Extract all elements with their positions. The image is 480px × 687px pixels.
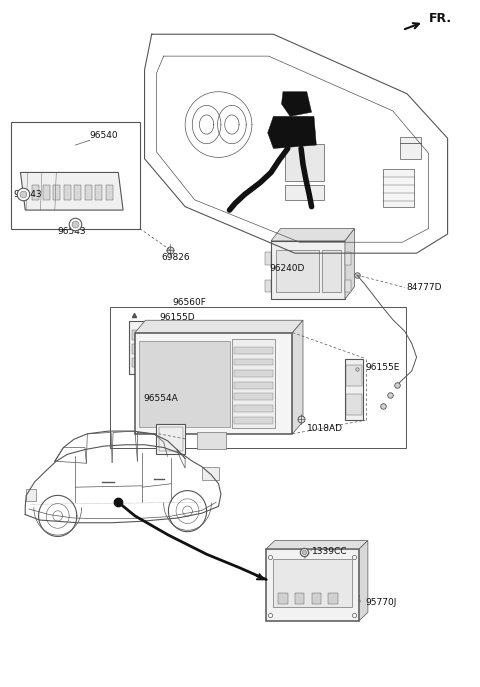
Text: FR.: FR.: [429, 12, 452, 25]
Bar: [232, 339, 276, 428]
Bar: [64, 185, 71, 200]
Bar: [135, 333, 292, 433]
Text: 96155E: 96155E: [365, 363, 399, 372]
Bar: [43, 185, 49, 200]
Text: 96540: 96540: [90, 131, 118, 139]
Polygon shape: [292, 320, 303, 433]
Bar: [278, 594, 288, 603]
Polygon shape: [268, 116, 316, 148]
Bar: [265, 253, 271, 264]
Bar: [265, 280, 271, 292]
Bar: [202, 466, 218, 480]
Text: 96155D: 96155D: [160, 313, 195, 322]
Text: 96543: 96543: [13, 190, 42, 199]
Polygon shape: [360, 541, 368, 620]
Bar: [347, 394, 362, 415]
Bar: [234, 405, 274, 412]
Bar: [159, 427, 183, 451]
Text: 1339CC: 1339CC: [312, 547, 347, 556]
Text: 69826: 69826: [161, 254, 190, 262]
Bar: [197, 431, 226, 449]
Polygon shape: [21, 172, 123, 210]
Bar: [85, 185, 92, 200]
Text: 84777D: 84777D: [406, 283, 442, 292]
Bar: [274, 559, 352, 607]
Bar: [132, 344, 149, 354]
Bar: [285, 144, 324, 181]
Text: 1018AD: 1018AD: [307, 424, 343, 433]
Bar: [328, 594, 338, 603]
Bar: [266, 549, 360, 620]
Bar: [285, 185, 324, 200]
Polygon shape: [281, 91, 312, 116]
Bar: [139, 341, 229, 427]
Bar: [234, 370, 274, 377]
Text: 96240D: 96240D: [270, 264, 305, 273]
Polygon shape: [135, 320, 303, 333]
Bar: [383, 169, 414, 207]
Bar: [234, 347, 274, 354]
Bar: [312, 594, 321, 603]
Bar: [132, 358, 149, 368]
Bar: [129, 321, 152, 374]
Bar: [53, 185, 60, 200]
Text: 96560F: 96560F: [172, 297, 206, 306]
Bar: [345, 280, 351, 292]
Bar: [26, 488, 36, 501]
Text: 96543: 96543: [58, 227, 86, 236]
Bar: [33, 185, 39, 200]
Bar: [295, 594, 304, 603]
Bar: [234, 394, 274, 401]
Bar: [345, 359, 363, 420]
Bar: [11, 122, 140, 229]
Bar: [322, 250, 341, 292]
Text: 95770J: 95770J: [365, 598, 396, 607]
Bar: [345, 253, 351, 264]
Bar: [156, 424, 185, 454]
Bar: [234, 417, 274, 424]
Polygon shape: [271, 229, 355, 241]
Bar: [347, 365, 362, 386]
Text: 96554A: 96554A: [144, 394, 179, 403]
Bar: [132, 330, 149, 340]
Bar: [234, 382, 274, 389]
Bar: [271, 241, 345, 299]
Bar: [74, 185, 81, 200]
Bar: [106, 185, 113, 200]
Polygon shape: [266, 541, 368, 549]
Bar: [234, 359, 274, 365]
Bar: [276, 250, 319, 292]
Polygon shape: [345, 229, 355, 299]
Bar: [96, 185, 102, 200]
Bar: [400, 137, 421, 159]
Bar: [110, 307, 406, 447]
